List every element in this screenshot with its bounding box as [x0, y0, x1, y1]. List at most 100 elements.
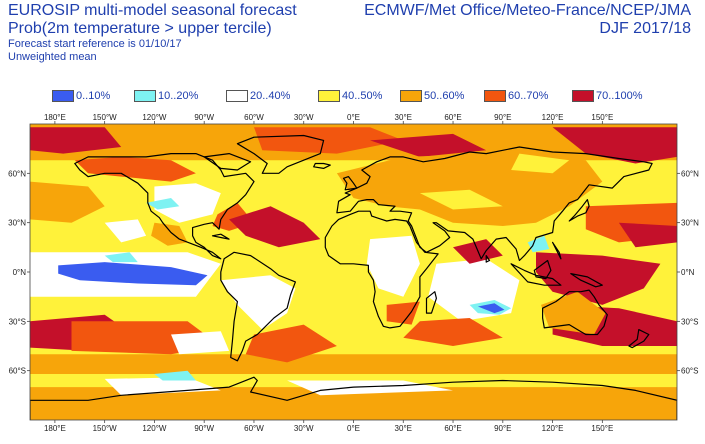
coast-greenland [236, 134, 325, 174]
y-tick-label-right: 60°S [681, 367, 698, 376]
legend-label: 20..40% [250, 90, 291, 102]
legend-swatch [134, 90, 156, 102]
field-south-atlantic [245, 324, 337, 363]
x-tick-label-top: 120°E [542, 113, 564, 122]
x-tick-label-top: 90°W [194, 113, 214, 122]
legend-item: 0..10% [52, 88, 110, 104]
field-pacific-neutral [104, 219, 147, 243]
coast-new-guinea [570, 273, 603, 288]
legend-swatch [318, 90, 340, 102]
field-weddell [287, 380, 453, 396]
x-tick-label-top: 0°E [347, 113, 360, 122]
x-tick-label-top: 150°E [591, 113, 613, 122]
legend-item: 20..40% [226, 88, 290, 104]
field-pacific-warm [618, 222, 677, 248]
coast-baffin [203, 152, 252, 171]
x-tick-label-bottom: 150°E [591, 424, 613, 433]
field-central-asia [419, 189, 503, 210]
field-antarctic [30, 387, 677, 420]
legend-item: 10..20% [134, 88, 198, 104]
x-tick-label-bottom: 180°E [44, 424, 66, 433]
x-tick-label-top: 120°W [142, 113, 167, 122]
x-tick-label-bottom: 120°W [142, 424, 167, 433]
coast-antarctica [30, 376, 677, 420]
legend-swatch [572, 90, 594, 102]
field-la-nina [58, 262, 208, 286]
coast-africa [324, 210, 439, 329]
legend-label: 60..70% [508, 90, 549, 102]
coast-south-america [220, 251, 296, 362]
coast-indonesia [510, 263, 562, 286]
field-south-africa [386, 301, 420, 325]
y-tick-label-right: 30°S [681, 317, 698, 326]
field-indian-cold [477, 303, 505, 314]
axis-ticks: 180°E 180°E 150°W 150°W 120°W 120°W 90°W 90°W 60… [8, 113, 699, 433]
map-title: EUROSIP multi-model seasonal forecast [8, 2, 297, 19]
x-tick-label-bottom: 30°W [294, 424, 314, 433]
coast-iceland [313, 162, 331, 170]
field-cool-pacific [104, 252, 138, 263]
x-tick-label-bottom: 150°W [93, 424, 118, 433]
legend-item: 50..60% [400, 88, 464, 104]
x-tick-label-top: 90°E [494, 113, 511, 122]
field-se-pacific-neutral [171, 331, 230, 355]
world-map: 180°E 180°E 150°W 150°W 120°W 120°W 90°W 90°W 60… [8, 113, 699, 433]
coast-philippines [551, 241, 562, 260]
coast-japan [568, 198, 590, 222]
coast-madagascar [425, 291, 437, 314]
coast-borneo [533, 259, 552, 280]
field-antarctic-neutral [104, 377, 221, 396]
field-alaska [74, 156, 196, 182]
field-amundsen-cool [154, 370, 196, 381]
legend-item: 60..70% [484, 88, 548, 104]
x-tick-label-bottom: 30°E [395, 424, 412, 433]
x-tick-label-top: 150°W [93, 113, 118, 122]
y-tick-label-left: 60°N [8, 169, 26, 178]
map-variable: Prob(2m temperature > upper tercile) [8, 20, 272, 37]
x-tick-label-bottom: 120°E [542, 424, 564, 433]
legend-label: 40..50% [342, 90, 383, 102]
legend-swatch [226, 90, 248, 102]
coast-north-america [74, 152, 255, 260]
field-australia [541, 291, 606, 335]
field-siberia [511, 153, 570, 174]
coast-uk [342, 175, 358, 191]
map-panel: 180°E 180°E 150°W 150°W 120°W 120°W 90°W 90°W 60… [0, 112, 705, 439]
x-tick-label-bottom: 0°E [347, 424, 360, 433]
x-tick-label-top: 30°W [294, 113, 314, 122]
y-tick-label-right: 0°N [681, 268, 695, 277]
season-label: DJF 2017/18 [599, 20, 691, 37]
coast-australia [541, 289, 608, 336]
title-block: EUROSIP multi-model seasonal forecast Pr… [8, 2, 297, 64]
field-africa [366, 235, 420, 297]
y-tick-label-right: 30°N [681, 219, 699, 228]
y-tick-label-left: 30°S [9, 317, 26, 326]
field-warm-pool [536, 252, 661, 305]
legend-label: 0..10% [76, 90, 111, 102]
coast-new-zealand [628, 329, 650, 349]
field-arctic-atlantic [254, 127, 404, 154]
legend-swatch [400, 90, 422, 102]
centres-list: ECMWF/Met Office/Meteo-France/NCEP/JMA [364, 2, 691, 19]
legend-item: 70..100% [572, 88, 642, 104]
field-barents [370, 133, 487, 157]
field-north-pacific [30, 181, 105, 223]
x-tick-label-top: 60°W [244, 113, 264, 122]
x-tick-label-bottom: 90°W [194, 424, 214, 433]
weighting-note: Unweighted mean [8, 51, 97, 63]
y-tick-label-right: 60°N [681, 169, 699, 178]
field-cool-west-us [146, 198, 180, 210]
centres-block: ECMWF/Met Office/Meteo-France/NCEP/JMA D… [364, 2, 691, 38]
coastlines [30, 134, 677, 420]
y-tick-label-left: 60°S [9, 367, 26, 376]
x-tick-label-bottom: 60°W [244, 424, 264, 433]
field-arctic-east [552, 127, 677, 164]
y-tick-label-left: 0°N [13, 268, 27, 277]
legend-item: 40..50% [318, 88, 382, 104]
field-band-south [30, 354, 677, 374]
legend-swatch [52, 90, 74, 102]
field-mexico [151, 222, 188, 246]
field-cool-scs [527, 235, 550, 253]
coast-cuba [211, 233, 230, 240]
legend-label: 50..60% [424, 90, 465, 102]
